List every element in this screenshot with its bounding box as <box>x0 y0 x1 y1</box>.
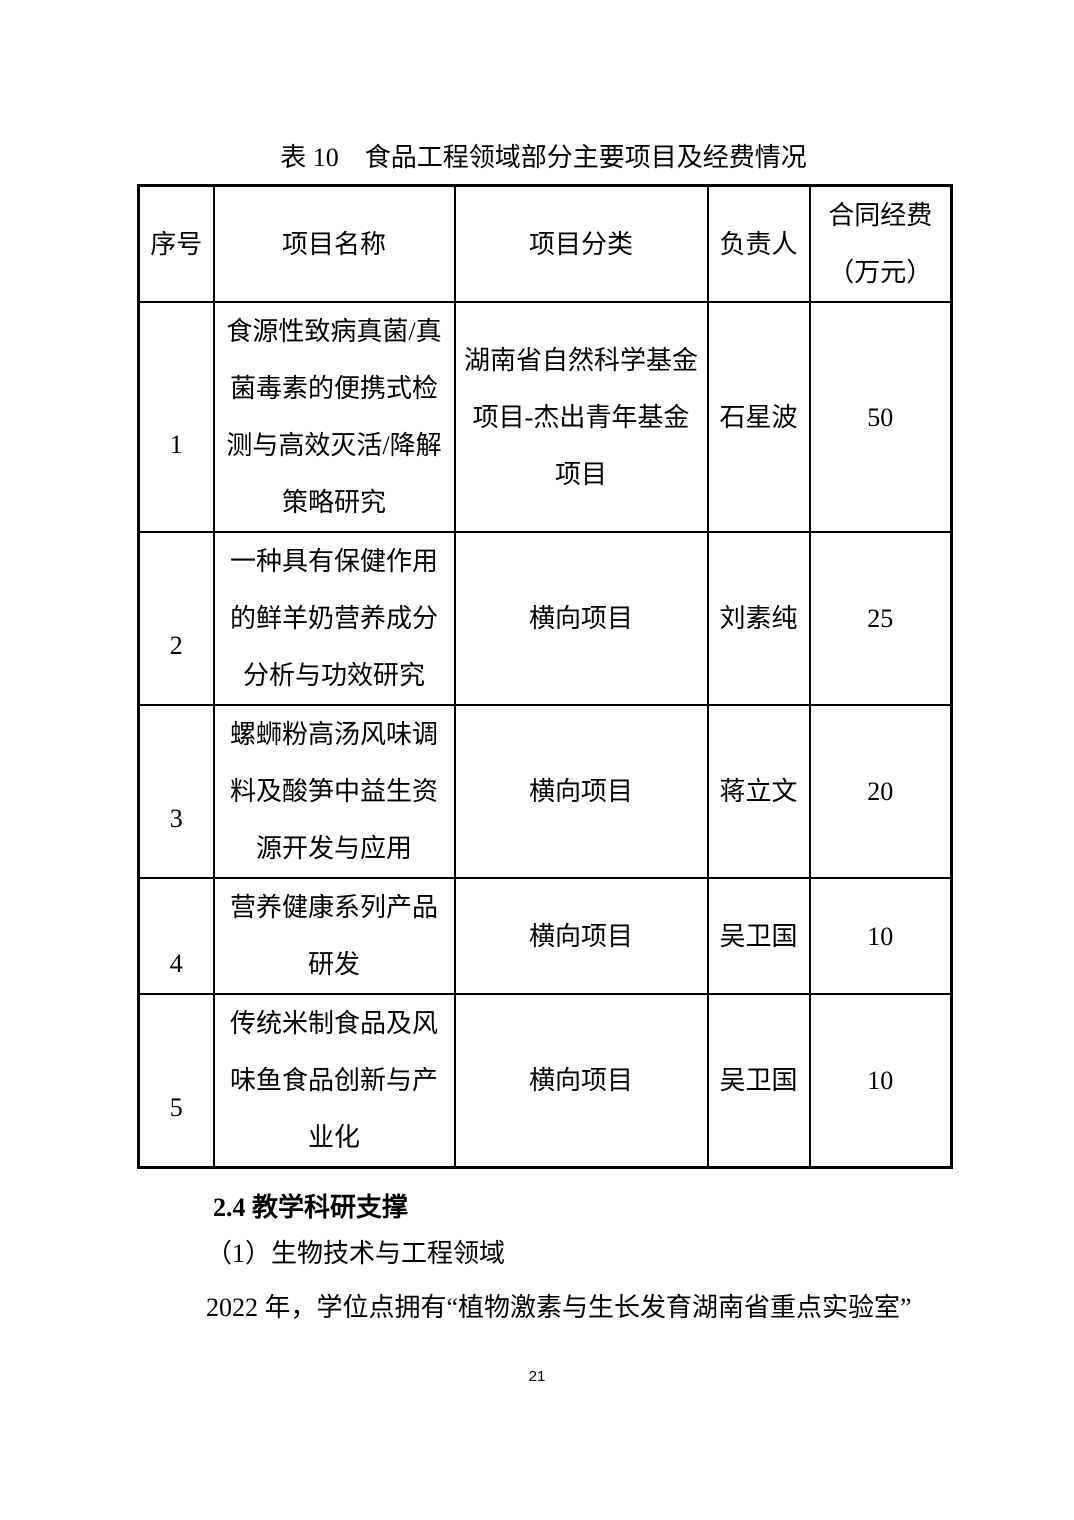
table-row: 1 食源性致病真菌/真 菌毒素的便携式检 测与高效灭活/降解 策略研究 湖南省自… <box>137 301 953 533</box>
cell-leader: 吴卫国 <box>706 993 811 1169</box>
col-header-seq: 序号 <box>137 184 215 303</box>
page-number: 21 <box>528 1368 546 1385</box>
body-paragraph: 2022 年，学位点拥有“植物激素与生长发育湖南省重点实验室” <box>206 1293 912 1322</box>
cell-category: 横向项目 <box>453 704 709 879</box>
cell-funding: 25 <box>808 531 953 706</box>
cell-seq: 4 <box>137 877 215 995</box>
cell-project-name: 食源性致病真菌/真 菌毒素的便携式检 测与高效灭活/降解 策略研究 <box>212 301 456 533</box>
cell-funding: 20 <box>808 704 953 879</box>
cell-seq: 2 <box>137 531 215 706</box>
cell-project-name: 营养健康系列产品 研发 <box>212 877 456 995</box>
table-header-row: 序号 项目名称 项目分类 负责人 合同经费 （万元） <box>137 184 953 303</box>
subsection-heading: （1）生物技术与工程领域 <box>206 1239 506 1268</box>
col-header-category: 项目分类 <box>453 184 709 303</box>
cell-seq: 1 <box>137 301 215 533</box>
projects-funding-table: 序号 项目名称 项目分类 负责人 合同经费 （万元） 1 食源性致病真菌/真 菌… <box>137 184 953 1169</box>
cell-leader: 吴卫国 <box>706 877 811 995</box>
cell-project-name: 一种具有保健作用 的鲜羊奶营养成分 分析与功效研究 <box>212 531 456 706</box>
cell-project-name: 传统米制食品及风 味鱼食品创新与产 业化 <box>212 993 456 1169</box>
cell-category: 横向项目 <box>453 993 709 1169</box>
cell-leader: 刘素纯 <box>706 531 811 706</box>
table-row: 3 螺蛳粉高汤风味调 料及酸笋中益生资 源开发与应用 横向项目 蒋立文 20 <box>137 704 953 879</box>
cell-seq: 3 <box>137 704 215 879</box>
cell-category: 湖南省自然科学基金 项目-杰出青年基金 项目 <box>453 301 709 533</box>
cell-category: 横向项目 <box>453 877 709 995</box>
cell-leader: 石星波 <box>706 301 811 533</box>
col-header-funding: 合同经费 （万元） <box>808 184 953 303</box>
col-header-leader: 负责人 <box>706 184 811 303</box>
cell-funding: 50 <box>808 301 953 533</box>
section-heading: 2.4 教学科研支撑 <box>213 1193 409 1222</box>
cell-category: 横向项目 <box>453 531 709 706</box>
cell-funding: 10 <box>808 993 953 1169</box>
table-row: 4 营养健康系列产品 研发 横向项目 吴卫国 10 <box>137 877 953 995</box>
table-row: 2 一种具有保健作用 的鲜羊奶营养成分 分析与功效研究 横向项目 刘素纯 25 <box>137 531 953 706</box>
cell-funding: 10 <box>808 877 953 995</box>
cell-project-name: 螺蛳粉高汤风味调 料及酸笋中益生资 源开发与应用 <box>212 704 456 879</box>
table-row: 5 传统米制食品及风 味鱼食品创新与产 业化 横向项目 吴卫国 10 <box>137 993 953 1169</box>
col-header-project-name: 项目名称 <box>212 184 456 303</box>
cell-leader: 蒋立文 <box>706 704 811 879</box>
table-title: 表 10 食品工程领域部分主要项目及经费情况 <box>280 143 807 172</box>
cell-seq: 5 <box>137 993 215 1169</box>
